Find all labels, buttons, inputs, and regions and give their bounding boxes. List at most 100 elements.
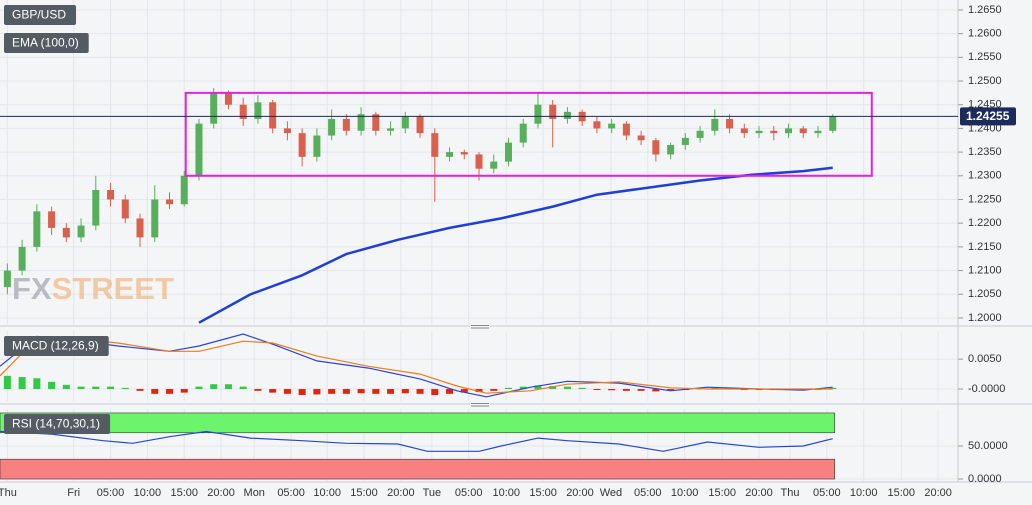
histogram-bar xyxy=(446,389,454,394)
histogram-bar xyxy=(254,389,262,391)
candle-body xyxy=(239,104,247,119)
histogram-bar xyxy=(107,386,115,390)
drag-handle[interactable] xyxy=(470,402,490,408)
rsi-panel xyxy=(0,412,836,480)
label-box xyxy=(4,336,109,356)
label-text: EMA (100,0) xyxy=(12,36,79,50)
macd-panel xyxy=(0,333,837,398)
x-tick-label: 05:00 xyxy=(813,487,841,499)
label-box xyxy=(4,5,77,25)
y-tick-label: 1.2600 xyxy=(968,28,1002,40)
candle-body xyxy=(431,133,439,157)
candle-body xyxy=(136,218,144,238)
x-tick-label: 10:00 xyxy=(671,487,699,499)
candle-body xyxy=(62,227,70,238)
last-price-label: 1.24255 xyxy=(966,109,1010,123)
candlestick-panel xyxy=(3,88,873,324)
candle-body xyxy=(342,118,350,131)
candle-body xyxy=(180,175,188,205)
indicator-label: GBP/USD xyxy=(4,5,77,25)
indicator-label: MACD (12,26,9) xyxy=(4,336,109,356)
candle-body xyxy=(195,123,203,176)
candle-body xyxy=(460,152,468,155)
y-tick-label: 0.0000 xyxy=(968,473,1002,485)
histogram-bar xyxy=(534,385,542,390)
candle-body xyxy=(121,199,129,219)
x-tick-label: 05:00 xyxy=(97,487,125,499)
candle-body xyxy=(3,270,11,288)
candle-body xyxy=(681,137,689,145)
candle-body xyxy=(814,130,822,134)
candle-body xyxy=(726,118,734,129)
histogram-bar xyxy=(121,387,129,390)
candle-body xyxy=(622,123,630,136)
series-line xyxy=(0,337,833,394)
histogram-bar xyxy=(372,389,380,394)
y-tick-label: 1.2150 xyxy=(968,241,1002,253)
x-tick-label: 20:00 xyxy=(566,487,594,499)
y-tick-label: -0.0000 xyxy=(968,383,1005,395)
rsi-band xyxy=(0,458,836,480)
candle-body xyxy=(608,123,616,129)
x-tick-label: Mon xyxy=(244,487,265,499)
y-tick-label: 1.2200 xyxy=(968,217,1002,229)
histogram-bar xyxy=(401,389,409,394)
candle-body xyxy=(357,114,365,131)
histogram-bar xyxy=(667,389,675,391)
x-tick-label: 15:00 xyxy=(887,487,915,499)
range-box xyxy=(184,91,873,177)
histogram-bar xyxy=(77,386,85,390)
candle-body xyxy=(711,118,719,131)
x-tick-label: 20:00 xyxy=(387,487,415,499)
candle-body xyxy=(48,211,56,228)
x-tick-label: 15:00 xyxy=(350,487,378,499)
y-tick-label: 1.2000 xyxy=(968,312,1002,324)
indicator-label: EMA (100,0) xyxy=(4,33,89,53)
x-tick-label: 10:00 xyxy=(313,487,341,499)
histogram-bar xyxy=(165,389,173,394)
y-tick-label: 1.2250 xyxy=(968,193,1002,205)
x-tick-label: 05:00 xyxy=(455,487,483,499)
histogram-bar xyxy=(593,389,601,391)
candle-body xyxy=(637,135,645,141)
candle-body xyxy=(785,128,793,134)
x-tick-label: 05:00 xyxy=(634,487,662,499)
candle-body xyxy=(387,128,395,131)
histogram-bar xyxy=(136,389,144,391)
candle-body xyxy=(254,102,262,119)
histogram-bar xyxy=(298,389,306,396)
series-line xyxy=(0,430,833,452)
candle-body xyxy=(475,154,483,169)
candle-body xyxy=(696,130,704,138)
candle-body xyxy=(829,116,837,131)
candle-body xyxy=(490,161,498,169)
candle-body xyxy=(165,199,173,205)
histogram-bar xyxy=(504,387,512,390)
histogram-bar xyxy=(829,387,837,390)
y-tick-label: 1.2550 xyxy=(968,51,1002,63)
label-text: RSI (14,70,30,1) xyxy=(12,417,100,431)
histogram-bar xyxy=(210,384,218,390)
y-tick-label: 1.2650 xyxy=(968,4,1002,16)
label-text: MACD (12,26,9) xyxy=(12,339,99,353)
histogram-bar xyxy=(48,381,56,390)
x-tick-label: Wed xyxy=(600,487,622,499)
candle-body xyxy=(269,102,277,129)
y-tick-label: 1.2050 xyxy=(968,288,1002,300)
x-tick-label: 15:00 xyxy=(170,487,198,499)
watermark: FXSTREET xyxy=(12,271,174,306)
indicator-label: RSI (14,70,30,1) xyxy=(4,414,111,434)
drag-handle[interactable] xyxy=(470,324,490,330)
y-tick-label: 1.2100 xyxy=(968,264,1002,276)
histogram-bar xyxy=(608,389,616,391)
x-tick-label: Thu xyxy=(780,487,799,499)
histogram-bar xyxy=(33,378,41,390)
candle-body xyxy=(755,130,763,134)
histogram-bar xyxy=(239,386,247,390)
candle-body xyxy=(593,121,601,129)
x-tick-label: Tue xyxy=(423,487,442,499)
histogram-bar xyxy=(460,389,468,393)
histogram-bar xyxy=(313,389,321,395)
label-box xyxy=(4,33,89,53)
